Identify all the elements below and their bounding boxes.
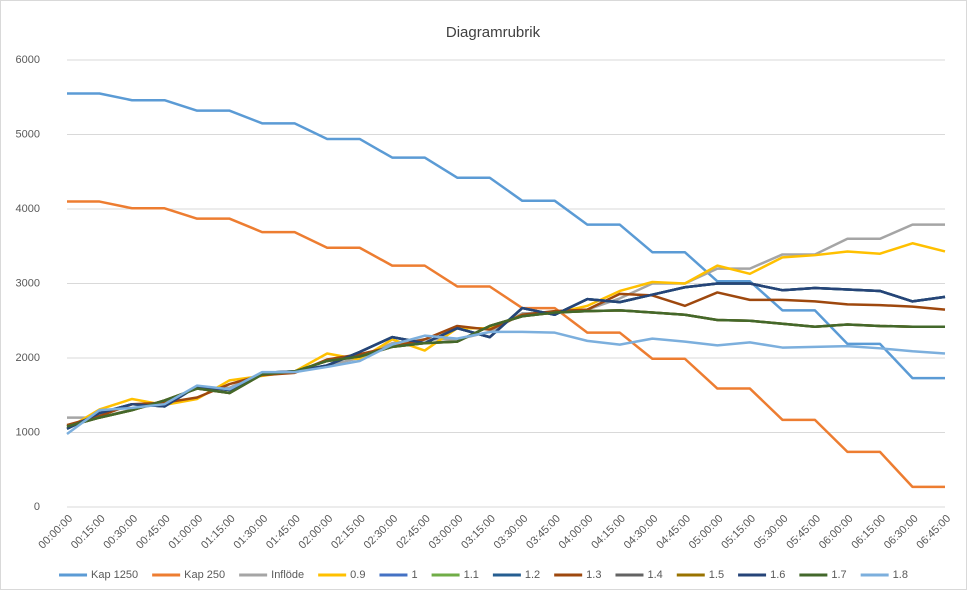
series-line — [67, 92, 945, 380]
legend: Kap 1250 Kap 250 Inflöde 0.9 1 1.1 1.2 1.3 1.4 1.… — [59, 569, 908, 581]
legend-label: 1.2 — [525, 569, 540, 581]
y-tick-label: 4000 — [16, 203, 40, 215]
legend-label: 1.8 — [893, 569, 908, 581]
y-tick-label: 3000 — [16, 277, 40, 289]
legend-label: 1.1 — [464, 569, 479, 581]
legend-label: Kap 1250 — [91, 569, 138, 581]
legend-label: 1 — [411, 569, 417, 581]
series-line — [66, 330, 946, 435]
legend-label: 1.5 — [709, 569, 724, 581]
legend-label: 1.7 — [831, 569, 846, 581]
series-line — [66, 309, 945, 428]
legend-label: 1.4 — [647, 569, 662, 581]
legend-label: 0.9 — [350, 569, 365, 581]
legend-label: Inflöde — [271, 569, 304, 581]
y-tick-label: 1000 — [16, 426, 40, 438]
legend-label: 1.3 — [586, 569, 601, 581]
legend-label: 1.6 — [770, 569, 785, 581]
y-tick-label: 6000 — [16, 54, 40, 66]
y-tick-label: 2000 — [16, 352, 40, 364]
chart-title: Diagramrubrik — [446, 24, 541, 41]
series-line — [67, 200, 945, 489]
y-tick-label: 5000 — [16, 128, 40, 140]
legend-label: Kap 250 — [184, 569, 225, 581]
y-tick-label: 0 — [34, 501, 40, 513]
